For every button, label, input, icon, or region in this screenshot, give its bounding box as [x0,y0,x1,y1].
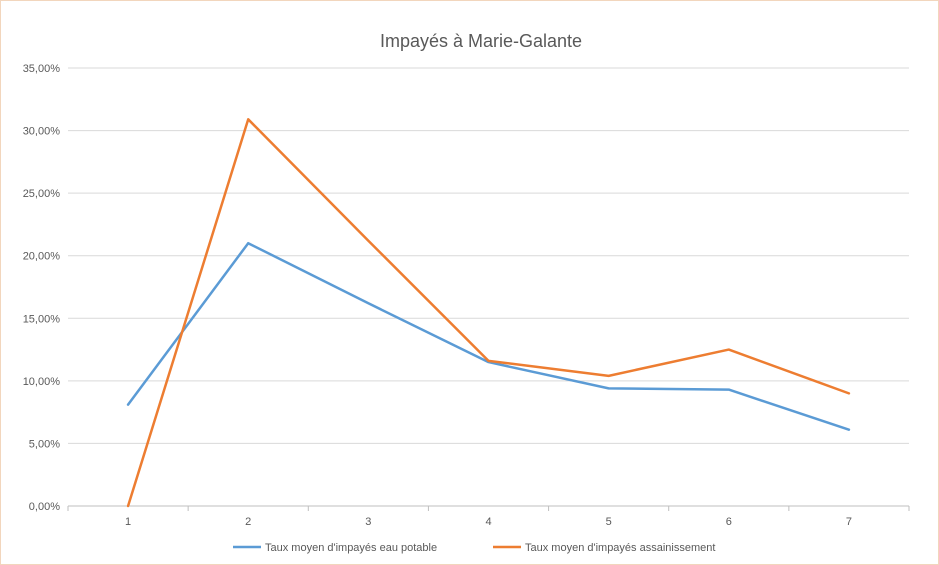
x-tick-label: 6 [726,516,732,528]
y-tick-label: 30,00% [23,126,61,138]
y-tick-label: 25,00% [23,188,61,200]
legend-label: Taux moyen d'impayés assainissement [525,542,715,554]
series-lines [126,118,851,508]
y-tick-label: 15,00% [23,313,61,325]
y-tick-label: 0,00% [29,501,60,513]
axes: 0,00% 5,00% 10,00% 15,00% 20,00% 25,00% 30,00%… [23,63,910,528]
legend-label: Taux moyen d'impayés eau potable [265,542,437,554]
y-tick-label: 35,00% [23,63,61,75]
x-tick-label: 7 [846,516,852,528]
x-tick-label: 2 [245,516,251,528]
x-tick-label: 4 [485,516,491,528]
gridlines [68,67,909,444]
y-tick-label: 20,00% [23,251,61,263]
x-tick-label: 3 [365,516,371,528]
y-tick-label: 10,00% [23,376,61,388]
chart-title: Impayés à Marie-Galante [380,31,582,51]
x-tick-label: 5 [606,516,612,528]
series-line-1 [126,241,851,431]
legend: Taux moyen d'impayés eau potable Taux moy… [233,542,715,554]
y-tick-label: 5,00% [29,438,60,450]
x-tick-label: 1 [125,516,131,528]
series-line-2 [126,118,851,508]
